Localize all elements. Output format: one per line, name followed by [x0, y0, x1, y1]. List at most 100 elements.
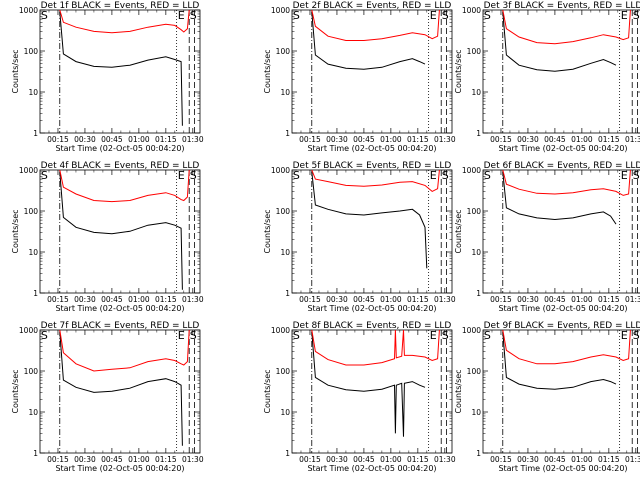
x-tick-label: 01:30: [434, 455, 456, 464]
x-tick-label: 00:30: [326, 135, 348, 144]
marker-0: S: [293, 329, 300, 342]
x-tick-label: 00:30: [326, 295, 348, 304]
series-lld-line: [311, 9, 440, 41]
x-tick-label: 00:30: [326, 455, 348, 464]
y-tick-label: 10: [471, 408, 481, 417]
y-axis-label: Counts/sec: [11, 369, 20, 413]
plot-frame: [291, 329, 453, 454]
y-tick-label: 10: [28, 88, 38, 97]
x-tick-label: 00:15: [299, 295, 321, 304]
y-tick-label: 1000: [271, 166, 290, 175]
x-tick-label: 00:45: [544, 295, 566, 304]
chart-title: Det 2f BLACK = Events, RED = LLD: [293, 1, 452, 11]
x-tick-label: 01:00: [128, 295, 150, 304]
y-tick-label: 10: [471, 88, 481, 97]
series-events-line: [59, 171, 183, 290]
y-tick-label: 100: [467, 47, 482, 56]
y-tick-label: 100: [467, 207, 482, 216]
y-tick-label: 1000: [462, 326, 481, 335]
y-tick-label: 10: [28, 408, 38, 417]
series-events-line: [311, 331, 426, 437]
series-lld-line: [59, 329, 190, 372]
series-events-line: [59, 331, 183, 446]
series-events-line: [502, 11, 617, 72]
series-lld-line: [502, 9, 631, 45]
x-tick-label: 00:45: [353, 455, 375, 464]
marker-0: S: [41, 329, 48, 342]
series-events-line: [311, 11, 426, 70]
series-lld-line: [502, 329, 631, 365]
marker-2: S: [633, 329, 640, 342]
y-axis-label: Counts/sec: [11, 49, 20, 93]
y-tick-label: 10: [471, 248, 481, 257]
marker-2: S: [190, 169, 197, 182]
x-tick-label: 01:30: [434, 295, 456, 304]
x-tick-label: 00:30: [517, 135, 539, 144]
chart-panel-2: Det 2f BLACK = Events, RED = LLD 1 10 100 10…: [263, 1, 456, 153]
chart-panel-7: Det 7f BLACK = Events, RED = LLD 1 10 100 10…: [11, 321, 204, 473]
x-tick-label: 00:30: [517, 295, 539, 304]
chart-panel-6: Det 6f BLACK = Events, RED = LLD 1 10 100 10…: [454, 161, 640, 313]
x-tick-label: 01:00: [571, 135, 593, 144]
x-tick-label: 01:30: [434, 135, 456, 144]
marker-1: E: [621, 329, 628, 342]
plot-frame: [39, 9, 201, 134]
marker-1: E: [178, 169, 185, 182]
x-tick-label: 00:45: [353, 295, 375, 304]
x-tick-label: 01:30: [182, 135, 204, 144]
y-tick-label: 10: [280, 248, 290, 257]
x-tick-label: 00:45: [544, 135, 566, 144]
x-tick-label: 00:15: [47, 135, 69, 144]
x-tick-label: 01:30: [625, 295, 640, 304]
y-tick-label: 1000: [462, 6, 481, 15]
x-tick-label: 01:15: [155, 455, 177, 464]
x-tick-label: 01:15: [407, 455, 429, 464]
marker-1: E: [430, 169, 437, 182]
series-lld-line: [502, 169, 631, 196]
x-tick-label: 01:30: [182, 295, 204, 304]
x-axis-label: Start Time (02-Oct-05 00:04:20): [498, 144, 627, 153]
marker-0: S: [293, 9, 300, 22]
marker-0: S: [41, 169, 48, 182]
series-events-line: [502, 331, 617, 390]
chart-title: Det 4f BLACK = Events, RED = LLD: [41, 161, 200, 171]
chart-panel-3: Det 3f BLACK = Events, RED = LLD 1 10 100 10…: [454, 1, 640, 153]
y-tick-label: 1: [33, 289, 38, 298]
marker-1: E: [178, 329, 185, 342]
x-tick-label: 00:30: [74, 455, 96, 464]
x-tick-label: 01:00: [380, 135, 402, 144]
x-tick-label: 01:15: [155, 135, 177, 144]
plot-frame: [291, 169, 453, 294]
series-lld-line: [311, 329, 440, 366]
x-tick-label: 00:15: [299, 135, 321, 144]
y-tick-label: 100: [24, 47, 39, 56]
y-tick-label: 1: [33, 129, 38, 138]
chart-panel-8: Det 8f BLACK = Events, RED = LLD 1 10 100 10…: [263, 321, 456, 473]
series-lld-line: [311, 169, 440, 192]
marker-0: S: [484, 9, 491, 22]
y-tick-label: 100: [24, 367, 39, 376]
x-tick-label: 00:15: [47, 455, 69, 464]
x-tick-label: 00:30: [517, 455, 539, 464]
chart-title: Det 3f BLACK = Events, RED = LLD: [484, 1, 640, 11]
chart-panel-4: Det 4f BLACK = Events, RED = LLD 1 10 100 10…: [11, 161, 204, 313]
y-tick-label: 1: [33, 449, 38, 458]
chart-title: Det 8f BLACK = Events, RED = LLD: [293, 321, 452, 331]
x-tick-label: 00:30: [74, 295, 96, 304]
plot-frame: [482, 329, 640, 454]
x-tick-label: 00:45: [353, 135, 375, 144]
x-axis-label: Start Time (02-Oct-05 00:04:20): [307, 464, 436, 473]
marker-0: S: [41, 9, 48, 22]
marker-1: E: [430, 9, 437, 22]
x-tick-label: 00:45: [101, 295, 123, 304]
marker-1: E: [621, 169, 628, 182]
x-tick-label: 01:00: [571, 455, 593, 464]
chart-title: Det 7f BLACK = Events, RED = LLD: [41, 321, 200, 331]
marker-2: S: [442, 169, 449, 182]
x-tick-label: 00:45: [544, 455, 566, 464]
y-tick-label: 1: [476, 449, 481, 458]
x-tick-label: 01:15: [598, 295, 620, 304]
x-tick-label: 01:15: [598, 455, 620, 464]
y-tick-label: 100: [276, 207, 291, 216]
x-tick-label: 00:15: [47, 295, 69, 304]
